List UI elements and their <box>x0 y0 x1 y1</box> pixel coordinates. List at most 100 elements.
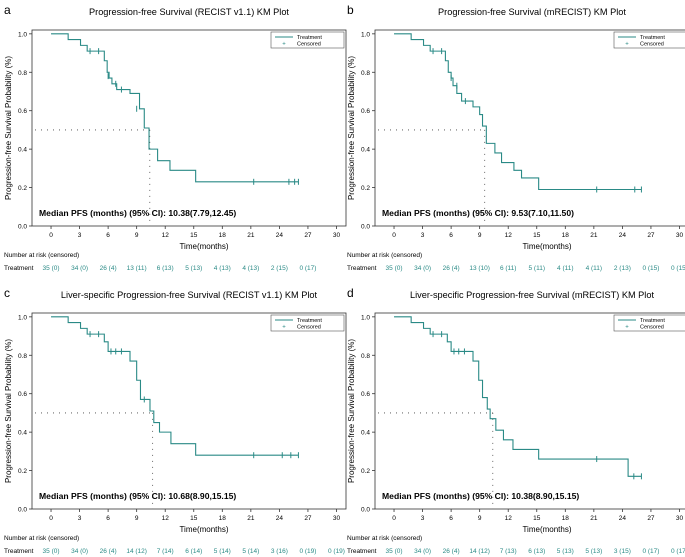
y-tick-label: 1.0 <box>361 31 370 38</box>
y-tick-label: 0.6 <box>361 391 370 398</box>
risk-cell: 6 (13) <box>157 265 174 272</box>
x-tick-label: 18 <box>562 232 570 239</box>
legend-censor-swatch: + <box>282 42 286 48</box>
legend-treatment-label: Treatment <box>640 35 665 41</box>
panel-letter-d: d <box>347 286 354 300</box>
risk-cell: 5 (14) <box>214 548 231 555</box>
x-tick-label: 21 <box>247 232 255 239</box>
chart-title: Liver-specific Progression-free Survival… <box>410 290 654 300</box>
risk-cell: 26 (4) <box>443 548 460 555</box>
x-tick-label: 3 <box>78 232 82 239</box>
x-axis-label: Time(months) <box>522 525 571 534</box>
x-tick-label: 6 <box>106 515 110 522</box>
x-axis-label: Time(months) <box>522 242 571 251</box>
legend-censor-swatch: + <box>282 325 286 331</box>
y-tick-label: 0.2 <box>361 468 370 475</box>
risk-table-header: Number at risk (censored) <box>4 252 79 259</box>
risk-cell: 6 (14) <box>185 548 202 555</box>
legend-box <box>270 31 345 49</box>
y-tick-label: 0.2 <box>18 185 27 192</box>
x-tick-label: 21 <box>590 515 598 522</box>
risk-cell: 14 (12) <box>126 548 147 555</box>
risk-cell: 2 (15) <box>271 265 288 272</box>
x-tick-label: 27 <box>304 232 312 239</box>
x-tick-label: 9 <box>478 515 482 522</box>
y-tick-label: 0.8 <box>18 70 27 77</box>
legend-box <box>613 31 685 49</box>
x-tick-label: 3 <box>421 232 425 239</box>
risk-cell: 35 (0) <box>386 265 403 272</box>
risk-cell: 4 (13) <box>214 265 231 272</box>
x-tick-label: 3 <box>78 515 82 522</box>
x-tick-label: 30 <box>333 515 341 522</box>
y-tick-label: 1.0 <box>18 314 27 321</box>
legend-box <box>613 314 685 332</box>
y-axis-label: Progression-free Survival Probability (%… <box>4 56 13 200</box>
x-tick-label: 9 <box>135 515 139 522</box>
km-curve-treatment <box>51 316 299 456</box>
y-tick-label: 1.0 <box>361 314 370 321</box>
x-tick-label: 15 <box>190 232 198 239</box>
x-tick-label: 0 <box>392 515 396 522</box>
km-panel-d: d Liver-specific Progression-free Surviva… <box>347 286 685 555</box>
y-tick-label: 0.0 <box>361 507 370 514</box>
risk-cell: 3 (15) <box>614 548 631 555</box>
km-curve-treatment <box>51 33 299 183</box>
risk-cell: 3 (16) <box>271 548 288 555</box>
y-tick-label: 0.6 <box>18 391 27 398</box>
risk-row-label: Treatment <box>347 548 377 555</box>
x-tick-label: 30 <box>676 232 684 239</box>
risk-table-header: Number at risk (censored) <box>347 252 422 259</box>
x-tick-label: 0 <box>49 515 53 522</box>
risk-cell: 0 (17) <box>642 548 659 555</box>
risk-cell: 14 (12) <box>469 548 490 555</box>
risk-row-label: Treatment <box>4 265 34 272</box>
x-tick-label: 12 <box>162 515 170 522</box>
x-tick-label: 18 <box>219 515 227 522</box>
risk-cell: 34 (0) <box>71 265 88 272</box>
km-panel-c: c Liver-specific Progression-free Surviva… <box>4 286 347 555</box>
risk-cell: 0 (19) <box>299 548 316 555</box>
legend-treatment-label: Treatment <box>640 318 665 324</box>
x-tick-label: 27 <box>304 515 312 522</box>
y-tick-label: 0.0 <box>361 224 370 231</box>
legend-censored-label: Censored <box>640 325 664 331</box>
legend-censored-label: Censored <box>297 325 321 331</box>
median-annotation: Median PFS (months) (95% CI): 9.53(7.10,… <box>382 208 574 218</box>
risk-cell: 5 (13) <box>585 548 602 555</box>
panel-letter-a: a <box>4 3 11 17</box>
km-curve-treatment <box>394 33 642 191</box>
x-tick-label: 24 <box>619 232 627 239</box>
legend-censor-swatch: + <box>625 42 629 48</box>
y-tick-label: 0.0 <box>18 507 27 514</box>
chart-title: Progression-free Survival (mRECIST) KM P… <box>438 7 626 17</box>
y-tick-label: 0.4 <box>361 430 370 437</box>
risk-cell: 6 (11) <box>500 265 517 272</box>
x-tick-label: 0 <box>392 232 396 239</box>
legend-treatment-label: Treatment <box>297 318 322 324</box>
legend-treatment-label: Treatment <box>297 35 322 41</box>
plot-frame <box>374 29 685 227</box>
risk-row-label: Treatment <box>4 548 34 555</box>
risk-cell: 0 (15) <box>671 265 685 272</box>
y-tick-label: 1.0 <box>18 31 27 38</box>
risk-cell: 35 (0) <box>43 265 60 272</box>
x-tick-label: 27 <box>647 232 655 239</box>
legend-censored-label: Censored <box>640 42 664 48</box>
x-tick-label: 6 <box>449 515 453 522</box>
median-annotation: Median PFS (months) (95% CI): 10.38(7.79… <box>39 208 236 218</box>
x-tick-label: 12 <box>505 515 513 522</box>
x-tick-label: 24 <box>276 232 284 239</box>
panel-letter-c: c <box>4 286 10 300</box>
x-tick-label: 18 <box>562 515 570 522</box>
risk-cell: 2 (13) <box>614 265 631 272</box>
risk-cell: 34 (0) <box>414 548 431 555</box>
y-tick-label: 0.6 <box>18 108 27 115</box>
risk-table-header: Number at risk (censored) <box>4 535 79 542</box>
y-tick-label: 0.4 <box>18 430 27 437</box>
x-tick-label: 30 <box>333 232 341 239</box>
risk-cell: 13 (11) <box>127 265 147 272</box>
legend-censored-label: Censored <box>297 42 321 48</box>
y-axis-label: Progression-free Survival Probability (%… <box>347 56 356 200</box>
